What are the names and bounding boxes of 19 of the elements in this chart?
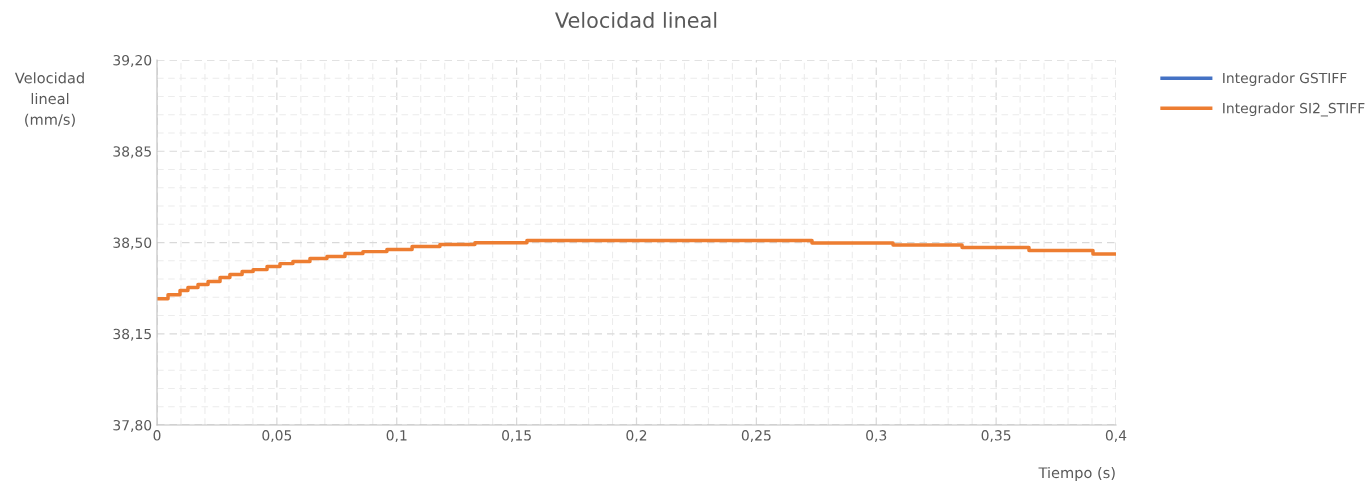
x-tick-label: 0,15 <box>502 430 531 443</box>
x-tick-label: 0,4 <box>1105 430 1127 443</box>
x-tick-label: 0,35 <box>981 430 1011 443</box>
x-tick-label: 0,1 <box>386 430 407 443</box>
x-tick-label: 0,25 <box>741 430 771 443</box>
chart-title: Velocidad lineal <box>555 11 717 29</box>
y-tick-label: 38,85 <box>113 146 151 159</box>
y-tick-label: 37,80 <box>113 419 152 432</box>
y-axis-title: Velocidad lineal (mm/s) <box>14 72 84 127</box>
y-tick-label: 39,20 <box>113 54 152 67</box>
x-tick-label: 0,2 <box>626 430 647 443</box>
y-tick-label: 38,15 <box>113 328 151 341</box>
x-tick-label: 0,3 <box>866 430 887 443</box>
x-tick-label: 0,05 <box>262 430 292 443</box>
legend-label: Integrador GSTIFF <box>1223 72 1347 86</box>
y-tick-label: 38,50 <box>113 237 152 250</box>
legend-label: Integrador SI2_STIFF <box>1223 102 1365 117</box>
x-tick-label: 0 <box>153 430 161 441</box>
x-axis-title: Tiempo (s) <box>1038 466 1115 482</box>
